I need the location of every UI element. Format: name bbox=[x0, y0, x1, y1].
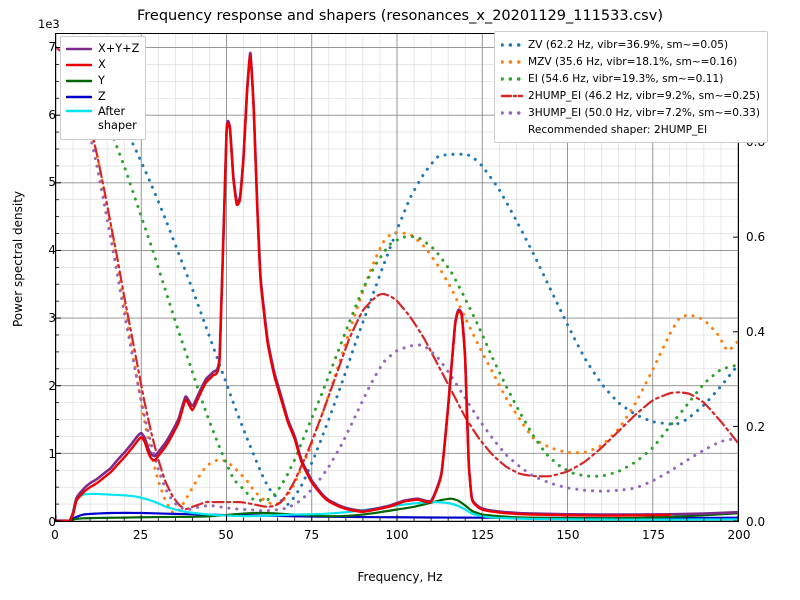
legend-item-label: X+Y+Z bbox=[98, 42, 140, 55]
series-line-x bbox=[56, 54, 671, 521]
series-line-2hump-ei bbox=[56, 46, 738, 511]
x-axis-tick: 200 bbox=[727, 528, 751, 542]
legend-swatch-icon bbox=[501, 73, 523, 85]
legend-swatch-icon bbox=[66, 91, 92, 103]
y-axis-left-tick: 7 bbox=[48, 39, 56, 54]
legend-swatch-icon bbox=[501, 90, 523, 102]
legend-swatch-icon bbox=[501, 39, 523, 51]
x-axis-tick: 75 bbox=[303, 528, 320, 542]
y-axis-exponent-label: 1e3 bbox=[38, 17, 60, 31]
legend-item-label: EI (54.6 Hz, vibr=19.3%, sm~=0.11) bbox=[528, 72, 724, 85]
y-axis-left-tick: 0 bbox=[48, 515, 56, 529]
legend-item-x-y-z[interactable]: X+Y+Z bbox=[66, 41, 139, 57]
x-axis-tick: 100 bbox=[385, 528, 409, 542]
y-axis-left-tick: 6 bbox=[48, 107, 56, 122]
legend-item-label: MZV (35.6 Hz, vibr=18.1%, sm~=0.16) bbox=[528, 55, 738, 68]
legend-item-mzv[interactable]: MZV (35.6 Hz, vibr=18.1%, sm~=0.16) bbox=[501, 53, 760, 70]
legend-swatch-icon bbox=[66, 75, 92, 87]
y-axis-left-tick: 1 bbox=[48, 447, 56, 462]
series-line-after-shaper bbox=[56, 492, 738, 521]
shaper-legend[interactable]: ZV (62.2 Hz, vibr=36.9%, sm~=0.05) MZV (… bbox=[494, 31, 768, 143]
y-axis-left-tick: 2 bbox=[48, 379, 56, 394]
legend-swatch-icon bbox=[501, 107, 523, 119]
legend-item-label: 3HUMP_EI (50.0 Hz, vibr=7.2%, sm~=0.33) bbox=[528, 106, 760, 119]
y-axis-left-tick: 4 bbox=[48, 243, 56, 258]
legend-item-zv[interactable]: ZV (62.2 Hz, vibr=36.9%, sm~=0.05) bbox=[501, 36, 760, 53]
legend-item-x[interactable]: X bbox=[66, 57, 139, 73]
y-axis-right-tick: 0.6 bbox=[746, 229, 766, 244]
series-line-zv bbox=[56, 46, 738, 506]
y-axis-left-tick: 3 bbox=[48, 311, 56, 326]
y-axis-right-tick: 0.4 bbox=[746, 324, 766, 339]
recommended-shaper-note: Recommended shaper: 2HUMP_EI bbox=[528, 123, 708, 136]
series-line-ei bbox=[56, 46, 738, 502]
legend-item-label: Z bbox=[98, 90, 106, 103]
legend-swatch-icon bbox=[66, 59, 92, 71]
legend-item-label: After shaper bbox=[98, 105, 137, 132]
series-line-y bbox=[56, 497, 738, 521]
legend-item-2hump-ei[interactable]: 2HUMP_EI (46.2 Hz, vibr=9.2%, sm~=0.25) bbox=[501, 87, 760, 104]
legend-item-label: ZV (62.2 Hz, vibr=36.9%, sm~=0.05) bbox=[528, 38, 729, 51]
legend-item-label: 2HUMP_EI (46.2 Hz, vibr=9.2%, sm~=0.25) bbox=[528, 89, 760, 102]
x-axis-tick: 0 bbox=[51, 528, 59, 542]
x-axis-title: Frequency, Hz bbox=[357, 570, 443, 584]
legend-item-label: X bbox=[98, 58, 106, 71]
legend-item-after-shaper[interactable]: After shaper bbox=[66, 105, 139, 135]
y-axis-left-tick: 5 bbox=[48, 175, 56, 190]
x-axis-tick: 175 bbox=[642, 528, 665, 542]
y-axis-right-tick: 0.0 bbox=[746, 515, 766, 529]
legend-swatch-icon bbox=[66, 43, 92, 55]
x-axis-tick: 50 bbox=[218, 528, 234, 542]
legend-item-3hump-ei[interactable]: 3HUMP_EI (50.0 Hz, vibr=7.2%, sm~=0.33) bbox=[501, 104, 760, 121]
legend-item-label: Y bbox=[98, 74, 105, 87]
legend-item-ei[interactable]: EI (54.6 Hz, vibr=19.3%, sm~=0.11) bbox=[501, 70, 760, 87]
legend-swatch-icon bbox=[66, 105, 92, 117]
y-axis-right-tick: 0.2 bbox=[746, 419, 766, 434]
series-legend[interactable]: X+Y+Z X Y Z After shaper bbox=[60, 36, 147, 140]
y-axis-left-title: Power spectral density bbox=[11, 190, 25, 328]
page-title: Frequency response and shapers (resonanc… bbox=[137, 8, 663, 24]
x-axis-tick: 25 bbox=[132, 528, 149, 542]
legend-item-z[interactable]: Z bbox=[66, 89, 139, 105]
chart-canvas bbox=[56, 34, 738, 521]
legend-item-y[interactable]: Y bbox=[66, 73, 139, 89]
x-axis-tick: 150 bbox=[556, 528, 580, 542]
x-axis-tick: 125 bbox=[471, 528, 494, 542]
legend-swatch-icon bbox=[501, 56, 523, 68]
